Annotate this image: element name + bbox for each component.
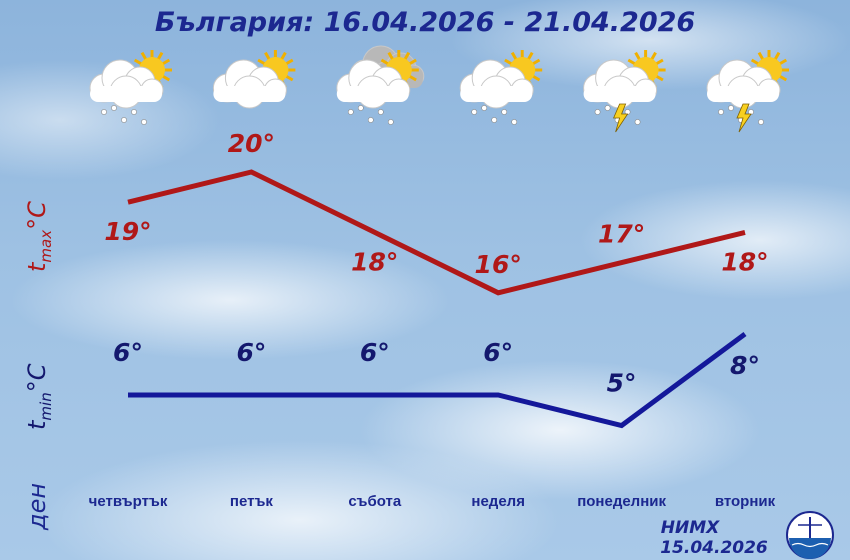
raindrop-icon (501, 109, 508, 115)
tmax-label: 17° (598, 220, 645, 249)
tmax-line (127, 169, 746, 296)
tmin-axis-label: tmin°C (23, 363, 55, 430)
tmax-t: t (23, 261, 51, 272)
tmax-label: 19° (104, 217, 151, 246)
tmax-axis-label: tmax°C (23, 201, 55, 272)
raindrop-icon (471, 109, 478, 115)
day-label: вторник (715, 493, 776, 510)
nimh-logo (786, 511, 834, 559)
tmin-label: 8° (730, 351, 760, 380)
tmax-label: 18° (351, 247, 398, 276)
lightning-icon (612, 103, 629, 133)
raindrop-icon (491, 117, 498, 123)
tmin-label: 6° (483, 338, 513, 367)
svg-text:ден: ден (23, 483, 51, 531)
day-label: понеделник (577, 493, 666, 510)
raindrop-icon (758, 119, 764, 125)
raindrop-icon (604, 105, 611, 111)
tmax-label: 16° (475, 250, 522, 279)
org-name: НИМХ (661, 518, 720, 538)
raindrop-icon (634, 119, 641, 125)
raindrop-icon (728, 105, 734, 111)
svg-text:tmax°C: tmax°C (23, 201, 55, 272)
tmax-unit: °C (23, 201, 51, 230)
raindrop-icon (111, 105, 117, 111)
chart-title: България: 16.04.2026 - 21.04.2026 (155, 7, 695, 38)
raindrop-icon (121, 117, 127, 123)
tmin-label: 6° (360, 338, 390, 367)
svg-text:tmin°C: tmin°C (23, 363, 55, 430)
raindrop-icon (141, 119, 147, 125)
tmin-label: 5° (607, 369, 637, 398)
raindrop-icon (357, 105, 364, 111)
raindrop-icon (481, 105, 488, 111)
raindrop-icon (718, 109, 724, 115)
tmax-label: 20° (228, 129, 275, 158)
cloudy-sun-rain-icon (336, 45, 425, 125)
day-axis-label: ден (23, 483, 51, 531)
raindrop-icon (387, 119, 394, 125)
lightning-icon (736, 103, 752, 133)
partly-cloudy-icon (212, 50, 296, 109)
raindrop-icon (347, 109, 354, 115)
tmax-label: 18° (721, 247, 768, 276)
raindrop-icon (377, 109, 384, 115)
tmin-unit: °C (23, 363, 51, 392)
day-label: четвъртък (89, 493, 168, 510)
raindrop-icon (131, 109, 137, 115)
tmin-t: t (23, 419, 51, 430)
raindrop-icon (101, 109, 107, 115)
tmin-label: 6° (113, 338, 143, 367)
tmin-label: 6° (236, 338, 266, 367)
tmin-line (128, 331, 747, 429)
day-label: събота (348, 493, 401, 510)
day-label: петък (230, 493, 273, 510)
raindrop-icon (367, 117, 374, 123)
partly-cloudy-rain-icon (89, 50, 172, 125)
issue-date: 15.04.2026 (660, 538, 768, 558)
partly-cloudy-rain-icon (459, 50, 543, 125)
raindrop-icon (511, 119, 518, 125)
thunderstorm-rain-icon (706, 50, 789, 133)
tmin-sub: min (37, 392, 55, 420)
raindrop-icon (594, 109, 601, 115)
day-label: неделя (471, 493, 525, 510)
thunderstorm-rain-icon (583, 50, 666, 133)
tmax-sub: max (37, 230, 55, 263)
